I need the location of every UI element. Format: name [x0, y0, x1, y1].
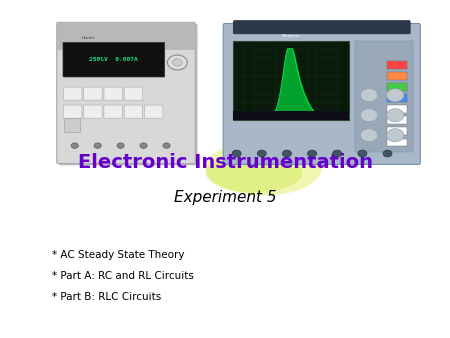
- Circle shape: [358, 150, 367, 157]
- Bar: [387, 83, 407, 91]
- Text: * Part A: RC and RL Circuits: * Part A: RC and RL Circuits: [52, 271, 194, 281]
- FancyBboxPatch shape: [59, 24, 198, 165]
- Circle shape: [387, 89, 404, 102]
- Text: Experiment 5: Experiment 5: [174, 190, 276, 205]
- Circle shape: [283, 150, 292, 157]
- Circle shape: [140, 143, 147, 148]
- FancyBboxPatch shape: [144, 105, 163, 118]
- Circle shape: [71, 143, 78, 148]
- Text: Electronic Instrumentation: Electronic Instrumentation: [77, 153, 373, 172]
- FancyBboxPatch shape: [63, 87, 82, 100]
- Circle shape: [383, 150, 392, 157]
- Bar: [387, 72, 407, 80]
- FancyBboxPatch shape: [104, 87, 122, 100]
- Ellipse shape: [206, 140, 322, 196]
- Circle shape: [163, 143, 170, 148]
- Bar: [64, 118, 80, 132]
- Circle shape: [117, 143, 124, 148]
- Bar: [355, 41, 413, 152]
- Circle shape: [360, 129, 378, 142]
- Circle shape: [387, 129, 404, 142]
- FancyBboxPatch shape: [223, 24, 420, 164]
- FancyBboxPatch shape: [57, 22, 195, 164]
- FancyBboxPatch shape: [57, 22, 195, 50]
- Text: Hewlett: Hewlett: [82, 37, 96, 40]
- FancyBboxPatch shape: [84, 105, 102, 118]
- FancyBboxPatch shape: [63, 42, 165, 77]
- Circle shape: [94, 143, 101, 148]
- FancyBboxPatch shape: [63, 105, 82, 118]
- Bar: [387, 127, 407, 135]
- Circle shape: [333, 150, 342, 157]
- Circle shape: [232, 150, 241, 157]
- Bar: [233, 41, 349, 120]
- Circle shape: [387, 109, 404, 122]
- Circle shape: [257, 150, 266, 157]
- Text: * AC Steady State Theory: * AC Steady State Theory: [52, 250, 184, 260]
- Circle shape: [172, 59, 182, 66]
- Ellipse shape: [206, 153, 302, 192]
- Bar: [387, 61, 407, 69]
- Text: * Part B: RLC Circuits: * Part B: RLC Circuits: [52, 292, 161, 302]
- FancyBboxPatch shape: [124, 87, 143, 100]
- FancyBboxPatch shape: [104, 105, 122, 118]
- Bar: [233, 111, 349, 120]
- FancyBboxPatch shape: [124, 105, 143, 118]
- Bar: [387, 94, 407, 102]
- Circle shape: [360, 109, 378, 122]
- Bar: [58, 24, 194, 49]
- Circle shape: [167, 55, 187, 70]
- Circle shape: [308, 150, 317, 157]
- FancyBboxPatch shape: [84, 87, 102, 100]
- Text: Tektronix: Tektronix: [282, 34, 300, 38]
- FancyBboxPatch shape: [233, 21, 410, 34]
- Bar: [387, 139, 407, 146]
- Text: 250lV  0.007A: 250lV 0.007A: [90, 57, 138, 62]
- Bar: [387, 105, 407, 113]
- Circle shape: [360, 89, 378, 102]
- Bar: [387, 116, 407, 124]
